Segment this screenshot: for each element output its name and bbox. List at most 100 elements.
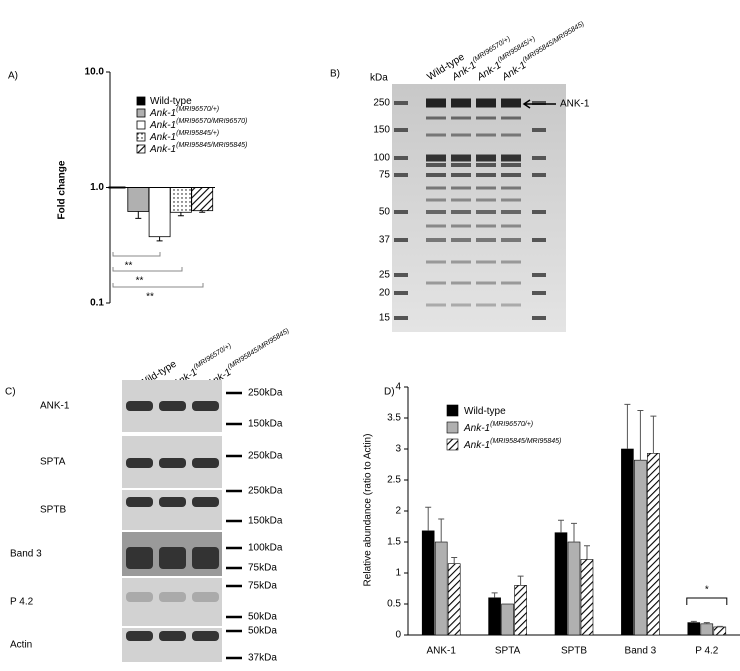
gel-band xyxy=(501,133,521,137)
legend-entry: Ank-1(MRI96570/+) xyxy=(149,106,219,119)
blot-band xyxy=(159,631,186,641)
marker-label: 15 xyxy=(379,313,391,324)
ladder-band xyxy=(532,238,546,242)
gel-band xyxy=(476,281,496,285)
bar xyxy=(621,448,634,636)
gel-band xyxy=(476,238,496,242)
row-label: P 4.2 xyxy=(10,597,34,608)
y-tick-label: 2.5 xyxy=(387,475,401,486)
error-bar xyxy=(690,620,697,623)
label-superscript: (MRI95845/MRI95845) xyxy=(490,438,561,445)
panel-label: B) xyxy=(330,69,340,80)
significance-bracket xyxy=(112,267,183,272)
y-axis-label: Fold change xyxy=(57,160,68,219)
bar xyxy=(634,459,647,636)
gel-band xyxy=(451,163,471,167)
marker-label: 250kDa xyxy=(248,388,283,399)
gel-band xyxy=(476,260,496,264)
gel-band xyxy=(451,173,471,177)
gel-band xyxy=(426,210,446,214)
legend-swatch xyxy=(136,96,146,106)
bar xyxy=(567,541,581,636)
x-tick-label: P 4.2 xyxy=(695,646,719,657)
legend-entry: Ank-1(MRI95845/MRI95845) xyxy=(149,142,247,155)
blot-band xyxy=(192,592,219,602)
row-label: Band 3 xyxy=(10,549,42,560)
gel xyxy=(392,84,566,332)
bar xyxy=(191,187,214,212)
bar xyxy=(447,563,461,636)
bar xyxy=(127,187,150,212)
legend-entry: Ank-1(MRI95845/MRI95845) xyxy=(463,438,561,451)
row-label: Actin xyxy=(10,640,32,651)
blot-band xyxy=(192,631,219,641)
y-tick-label: 3 xyxy=(395,444,401,455)
error-bar xyxy=(156,236,163,242)
gel-band xyxy=(476,163,496,167)
error-bar xyxy=(177,212,184,217)
error-bar xyxy=(584,545,590,560)
marker-label: 250 xyxy=(373,98,390,109)
label-superscript: (MRI95845/+) xyxy=(176,130,219,137)
unit-label: kDa xyxy=(370,73,388,84)
error-bar xyxy=(716,625,723,627)
gel-band xyxy=(501,116,521,120)
label-name: Wild-type xyxy=(150,96,192,107)
marker-label: 75kDa xyxy=(248,581,277,592)
significance-label: * xyxy=(705,585,709,596)
ladder-band xyxy=(394,156,408,160)
gel-band xyxy=(501,260,521,264)
bar xyxy=(421,530,435,636)
label-name: Ank-1 xyxy=(463,423,490,434)
gel-band xyxy=(451,224,471,228)
ladder-band xyxy=(532,128,546,132)
gel-band xyxy=(426,198,446,202)
error-bar xyxy=(650,415,657,454)
blot xyxy=(122,490,222,530)
blot-band xyxy=(126,592,153,602)
blot-band xyxy=(159,401,186,411)
ladder-band xyxy=(394,316,408,320)
label-superscript: (MRI96570/+) xyxy=(490,421,533,428)
x-tick-label: SPTB xyxy=(561,646,587,657)
bar xyxy=(169,187,192,213)
bar xyxy=(434,541,448,636)
gel-band xyxy=(501,238,521,242)
bar xyxy=(700,623,714,636)
error-bar xyxy=(135,211,142,219)
gel-band xyxy=(426,303,446,307)
y-tick-label: 1.5 xyxy=(387,537,401,548)
y-tick-label: 2 xyxy=(395,506,401,517)
error-bar xyxy=(438,518,445,542)
y-tick-label: 0.5 xyxy=(387,599,401,610)
gel-band xyxy=(501,224,521,228)
gel-band xyxy=(451,116,471,120)
bar xyxy=(713,626,727,636)
gel-band xyxy=(451,260,471,264)
y-tick-label: 1.0 xyxy=(90,182,104,193)
gel-band xyxy=(501,173,521,177)
ladder-band xyxy=(532,316,546,320)
marker-label: 37kDa xyxy=(248,653,277,664)
ladder-band xyxy=(532,101,546,105)
error-bar xyxy=(451,557,458,564)
bar xyxy=(554,532,568,636)
label-superscript: (MRI96570/MRI96570) xyxy=(176,118,247,125)
blot-band xyxy=(126,401,153,411)
bar xyxy=(501,603,514,636)
marker-label: 50kDa xyxy=(248,626,277,637)
error-bar xyxy=(199,210,206,213)
gel-band xyxy=(476,224,496,228)
gel-band xyxy=(501,186,521,190)
marker-label: 100kDa xyxy=(248,543,283,554)
legend-entry: Ank-1(MRI96570/MRI96570) xyxy=(149,118,247,131)
marker-label: 20 xyxy=(379,288,391,299)
gel-band xyxy=(501,303,521,307)
gel-band xyxy=(426,281,446,285)
error-bar xyxy=(703,622,710,624)
row-label: SPTA xyxy=(40,457,66,468)
gel-band xyxy=(451,154,471,162)
legend-swatch xyxy=(136,120,146,130)
y-axis-label: Relative abundance (ratio to Actin) xyxy=(363,434,374,587)
marker-label: 75kDa xyxy=(248,563,277,574)
